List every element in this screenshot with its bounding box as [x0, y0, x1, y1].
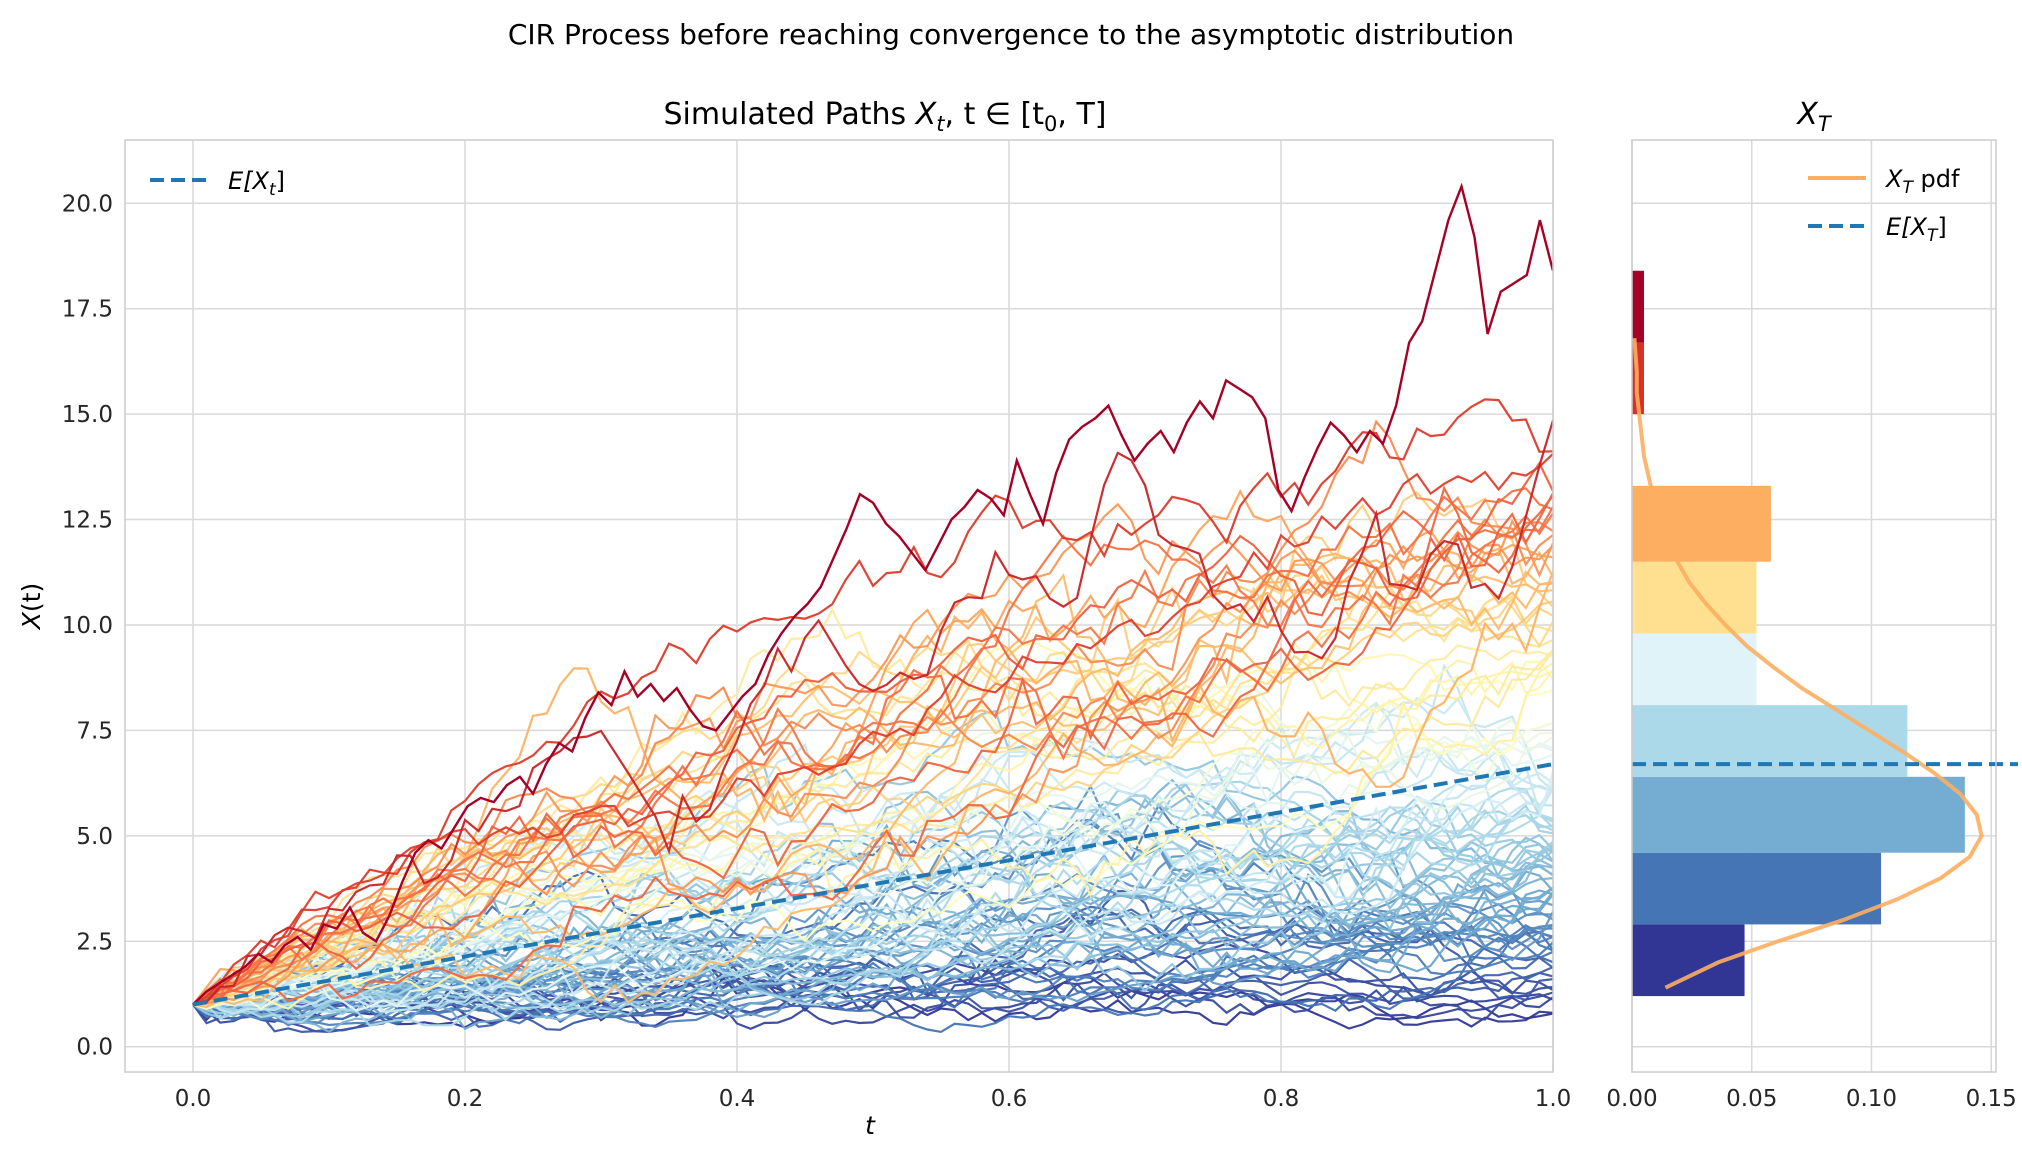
main-legend: E[Xt] [150, 167, 285, 200]
simulated-path-max [192, 182, 1553, 1006]
simulated-path [192, 506, 1553, 1006]
side-histogram [1632, 270, 1965, 997]
main-x-tick-label: 0.0 [175, 1086, 212, 1112]
side-title: XT [1795, 97, 1833, 136]
simulated-path [192, 889, 1553, 1013]
simulated-path [192, 701, 1553, 1011]
simulated-path [192, 589, 1553, 1006]
simulated-path [192, 518, 1553, 1006]
side-x-tick-label: 0.15 [1966, 1086, 2017, 1112]
main-panel: Simulated Paths Xt, t ∈ [t0, T] 0.0 0.2 0.… [17, 97, 1571, 1140]
simulated-path [192, 556, 1553, 1006]
main-y-tick-label: 10.0 [62, 613, 113, 639]
simulated-path [192, 571, 1553, 1006]
simulated-path [192, 884, 1553, 1019]
histogram-bar [1632, 633, 1757, 706]
histogram-bar [1632, 270, 1644, 343]
simulated-path [192, 786, 1553, 1027]
main-y-tick-label: 20.0 [62, 191, 113, 217]
simulated-path [192, 803, 1553, 1019]
main-paths [192, 182, 1553, 1034]
simulated-path [192, 502, 1553, 1006]
main-y-tick-label: 7.5 [76, 718, 113, 744]
side-legend-mean-label: E[XT] [1886, 213, 1947, 246]
simulated-path [192, 419, 1553, 1006]
simulated-path [192, 803, 1553, 1015]
main-y-tick-label: 0.0 [76, 1035, 113, 1061]
simulated-path [192, 492, 1553, 1006]
main-x-tick-label: 0.2 [447, 1086, 484, 1112]
side-axes-frame [1631, 139, 1997, 1073]
main-x-ticks: 0.0 0.2 0.4 0.6 0.8 1.0 [175, 1086, 1572, 1112]
main-y-tick-label: 17.5 [62, 297, 113, 323]
main-x-tick-label: 1.0 [1535, 1086, 1572, 1112]
main-y-tick-label: 2.5 [76, 929, 113, 955]
main-x-tick-label: 0.6 [991, 1086, 1028, 1112]
simulated-path [192, 565, 1553, 1006]
main-x-tick-label: 0.8 [1263, 1086, 1300, 1112]
simulated-path [192, 518, 1553, 1006]
simulated-path [192, 814, 1553, 1006]
side-x-tick-label: 0.00 [1606, 1086, 1657, 1112]
pdf-curve [1632, 338, 1984, 990]
histogram-bar [1632, 776, 1965, 853]
side-panel: XT 0.00 0.05 0.10 0.15 XT pdf E[XT] [1606, 97, 2018, 1112]
simulated-path [192, 661, 1553, 1008]
histogram-bar [1632, 852, 1882, 925]
side-x-ticks: 0.00 0.05 0.10 0.15 [1606, 1086, 2016, 1112]
side-x-tick-label: 0.10 [1846, 1086, 1897, 1112]
simulated-path [192, 419, 1553, 1006]
main-y-tick-label: 5.0 [76, 824, 113, 850]
main-y-tick-label: 12.5 [62, 508, 113, 534]
y-axis-label: X(t) [17, 583, 46, 631]
simulated-path [192, 689, 1553, 1010]
main-y-tick-label: 15.0 [62, 402, 113, 428]
main-y-ticks: 0.0 2.5 5.0 7.5 10.0 12.5 15.0 17.5 20.0 [62, 191, 113, 1060]
side-x-tick-label: 0.05 [1726, 1086, 1777, 1112]
x-axis-label: t [865, 1111, 876, 1140]
simulated-path [192, 893, 1553, 1031]
simulated-path [192, 485, 1553, 1006]
main-title: Simulated Paths Xt, t ∈ [t0, T] [664, 97, 1107, 136]
simulated-path [192, 512, 1553, 1006]
main-axes-frame [124, 139, 1554, 1073]
simulated-path [192, 398, 1553, 1006]
side-legend: XT pdf E[XT] [1808, 165, 1960, 246]
main-x-tick-label: 0.4 [719, 1086, 756, 1112]
side-legend-pdf-label: XT pdf [1884, 165, 1960, 198]
main-legend-label: E[Xt] [228, 167, 285, 200]
simulated-path [192, 731, 1553, 1012]
figure-suptitle: CIR Process before reaching convergence … [508, 18, 1514, 51]
simulated-path [192, 649, 1553, 1006]
simulated-path [192, 814, 1553, 1015]
simulated-path [192, 616, 1553, 1006]
simulated-path [192, 552, 1553, 1009]
histogram-bar [1632, 561, 1757, 634]
